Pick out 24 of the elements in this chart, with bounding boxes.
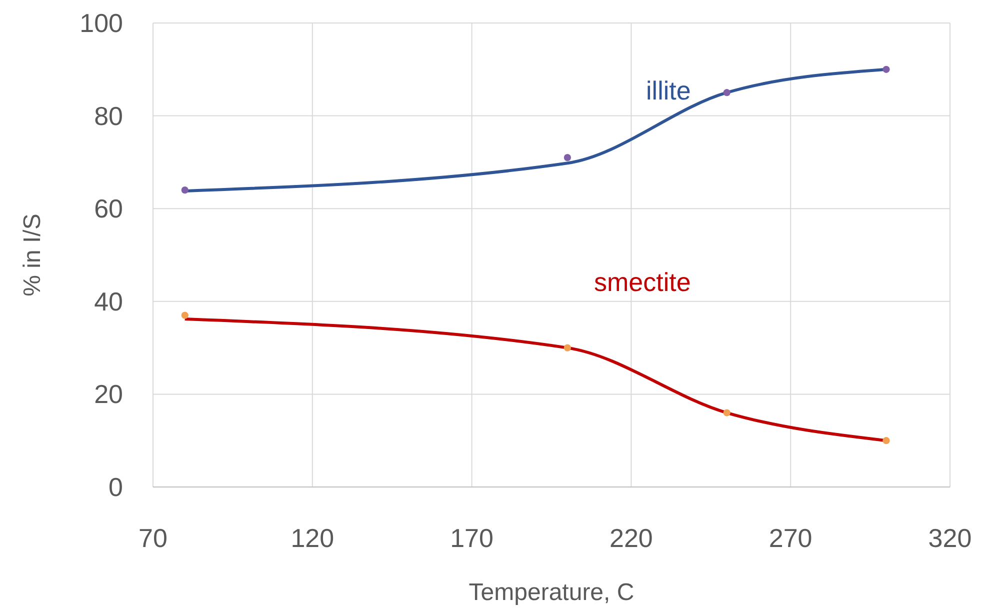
y-tick-label: 100 bbox=[80, 8, 123, 38]
point bbox=[882, 66, 890, 73]
x-tick-label: 120 bbox=[290, 523, 334, 553]
series-label: illite bbox=[646, 75, 691, 106]
point bbox=[181, 186, 188, 194]
text: smectite bbox=[594, 267, 691, 298]
point bbox=[564, 344, 572, 352]
y-tick-label: 40 bbox=[94, 286, 123, 316]
point bbox=[564, 154, 572, 162]
y-tick-label: 0 bbox=[108, 472, 123, 502]
x-axis-title: Temperature, C bbox=[468, 579, 634, 606]
x-tick-label: 270 bbox=[768, 523, 812, 553]
point bbox=[181, 312, 188, 319]
y-tick-label: 60 bbox=[94, 194, 123, 224]
point bbox=[723, 89, 730, 96]
point bbox=[882, 437, 890, 444]
y-axis-title: % in I/S bbox=[19, 214, 46, 296]
x-tick-label: 170 bbox=[450, 523, 494, 553]
y-tick-label: 20 bbox=[94, 379, 123, 410]
x-tick-label: 220 bbox=[610, 523, 653, 553]
y-tick-label: 80 bbox=[94, 100, 123, 131]
x-tick-label: 320 bbox=[928, 523, 972, 553]
point bbox=[723, 409, 730, 416]
x-tick-label: 70 bbox=[138, 523, 168, 553]
